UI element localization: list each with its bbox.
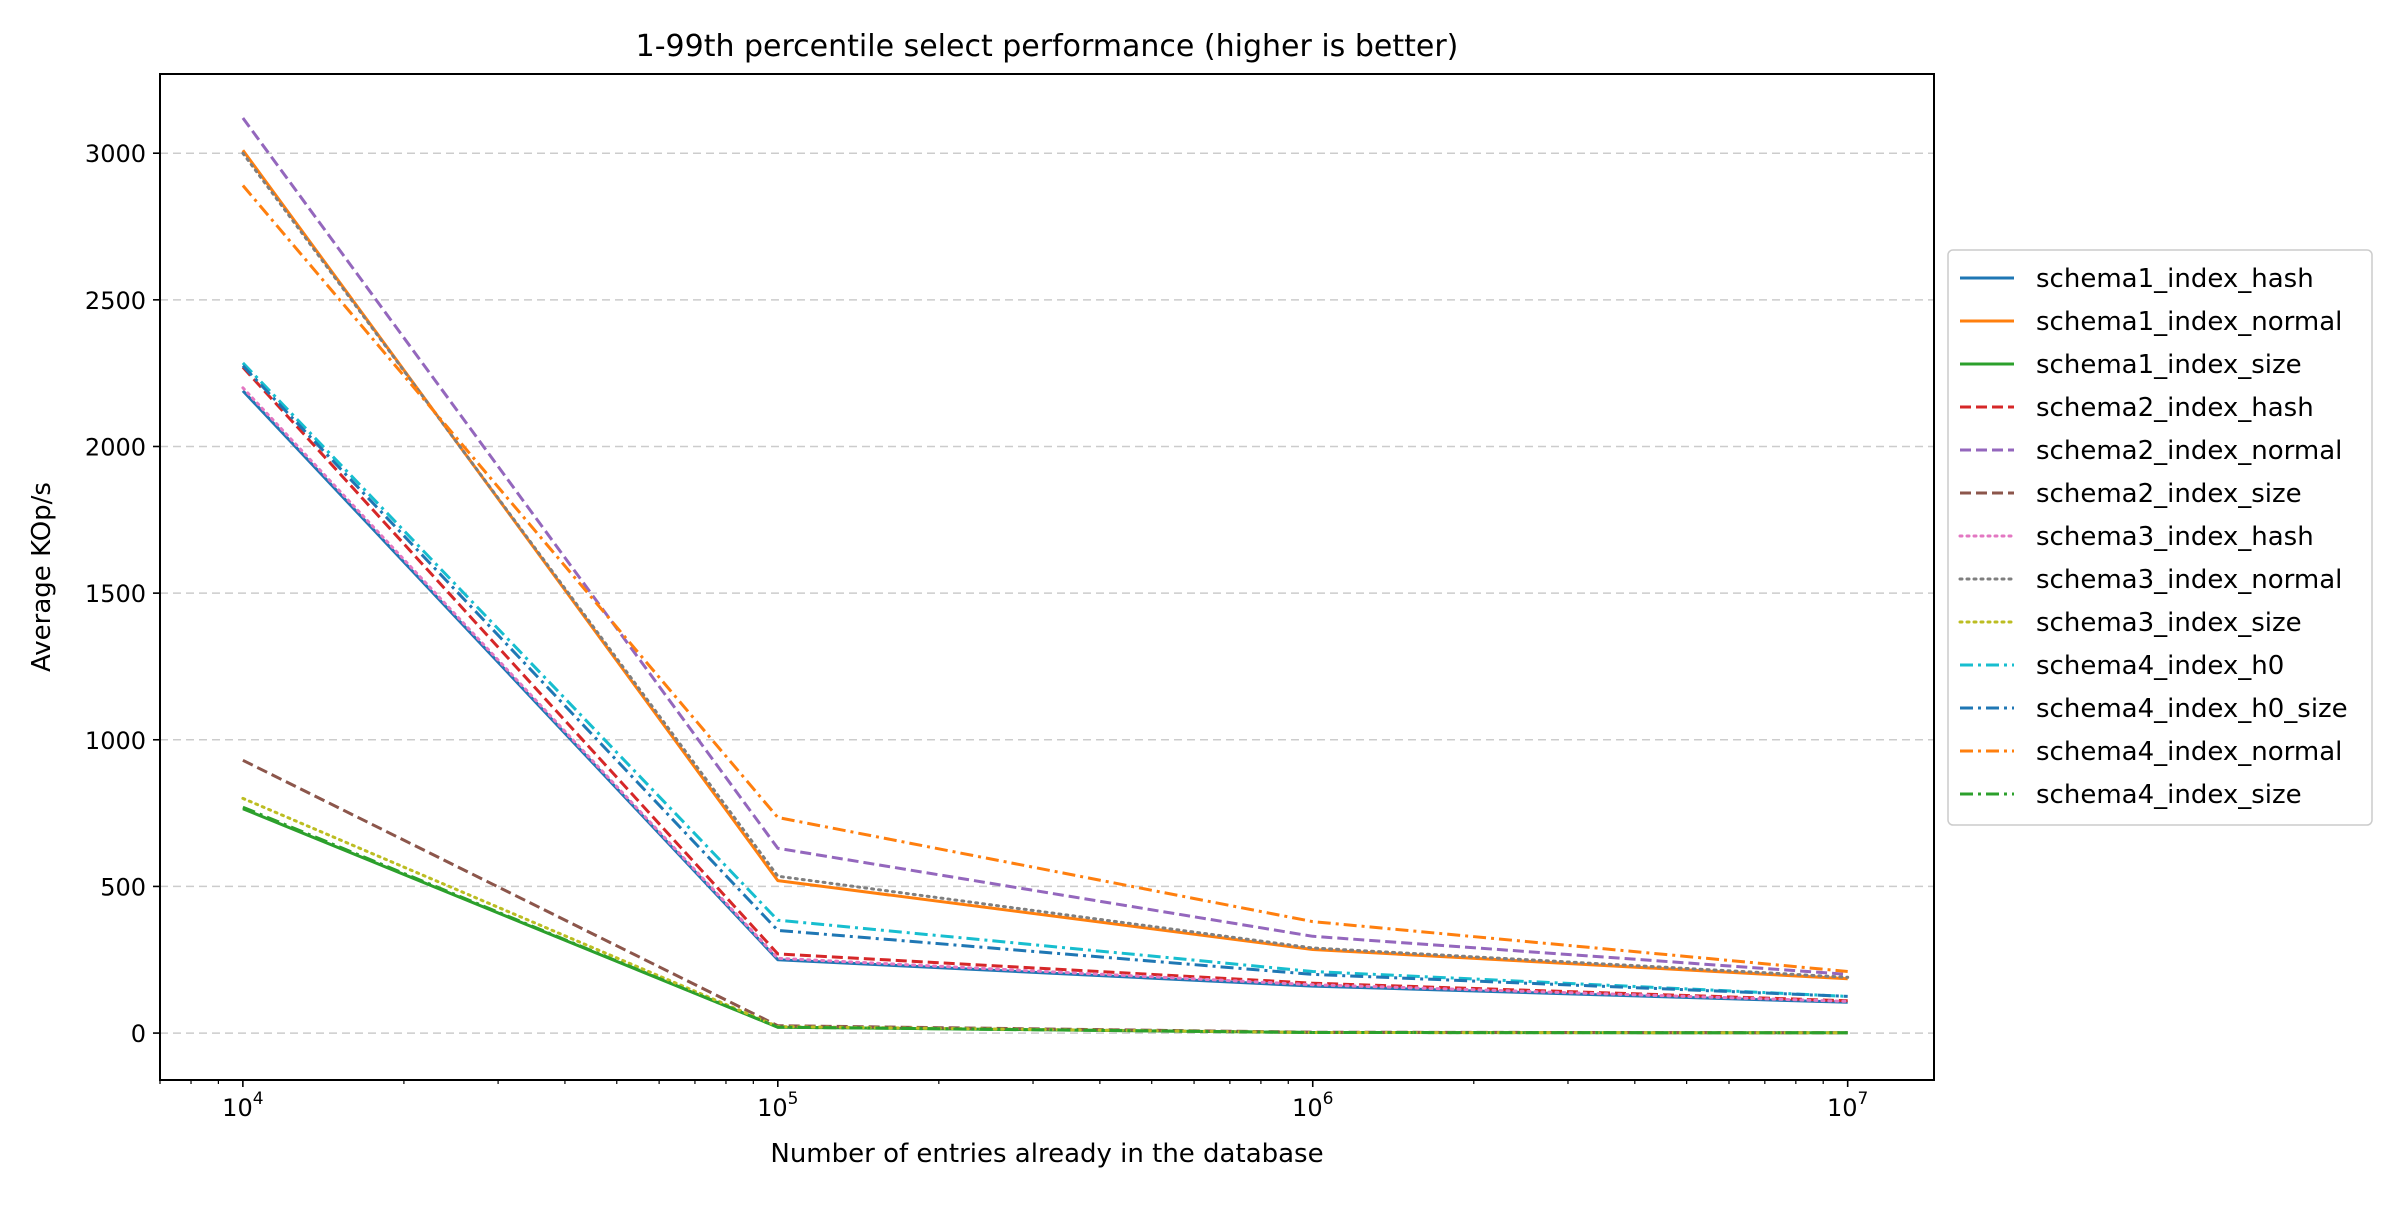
- x-tick-base: 10: [1827, 1094, 1858, 1122]
- chart-title: 1-99th percentile select performance (hi…: [636, 29, 1459, 64]
- legend-box: [1947, 249, 2373, 826]
- legend-label: schema4_index_h0_size: [2036, 694, 2348, 724]
- series-line-schema4-index-h0-size: [241, 364, 1848, 998]
- legend-label: schema4_index_normal: [2036, 737, 2342, 767]
- y-axis-label: Average KOp/s: [27, 482, 57, 672]
- y-tick-label: 0: [131, 1020, 146, 1048]
- legend-label: schema4_index_h0: [2036, 651, 2284, 681]
- x-tick-exponent: 5: [788, 1089, 799, 1109]
- x-tick-label: 105: [757, 1089, 798, 1122]
- x-tick-label: 106: [1292, 1089, 1333, 1122]
- legend-label: schema4_index_size: [2036, 780, 2302, 810]
- legend-label: schema3_index_size: [2036, 608, 2302, 638]
- x-tick-label: 104: [222, 1089, 263, 1122]
- series-line-schema3-index-size: [241, 796, 1850, 1035]
- y-tick-label: 2500: [85, 287, 146, 315]
- x-tick-base: 10: [222, 1094, 253, 1122]
- series-line-schema4-index-h0: [241, 361, 1848, 998]
- series-line-schema2-index-hash: [241, 366, 1848, 1003]
- x-tick-exponent: 6: [1323, 1089, 1334, 1109]
- y-tick-label: 2000: [85, 433, 146, 461]
- x-tick-exponent: 7: [1858, 1089, 1869, 1109]
- series-line-schema2-index-normal: [241, 117, 1848, 976]
- grid-layer: [160, 152, 1934, 1034]
- legend-label: schema1_index_hash: [2036, 264, 2314, 294]
- y-tick-label: 1000: [85, 727, 146, 755]
- y-tick-label: 3000: [85, 140, 146, 168]
- x-tick-base: 10: [1292, 1094, 1323, 1122]
- legend-label: schema1_index_normal: [2036, 307, 2342, 337]
- legend-label: schema2_index_hash: [2036, 393, 2314, 423]
- legend-label: schema3_index_normal: [2036, 565, 2342, 595]
- plot-frame: [159, 73, 1935, 1081]
- legend-label: schema2_index_size: [2036, 479, 2302, 509]
- legend-label: schema2_index_normal: [2036, 436, 2342, 466]
- series-line-schema4-index-normal: [241, 184, 1848, 973]
- series-line-schema3-index-normal: [241, 151, 1850, 979]
- series-line-schema3-index-hash: [241, 386, 1850, 1003]
- x-tick-base: 10: [757, 1094, 788, 1122]
- y-tick-label: 1500: [85, 580, 146, 608]
- series-layer: [241, 117, 1850, 1035]
- series-line-schema4-index-size: [242, 805, 1848, 1035]
- y-tick-label: 500: [100, 873, 146, 901]
- x-tick-label: 107: [1827, 1089, 1868, 1122]
- x-tick-exponent: 4: [253, 1089, 264, 1109]
- legend-label: schema1_index_size: [2036, 350, 2302, 380]
- x-axis-label: Number of entries already in the databas…: [770, 1139, 1323, 1169]
- legend: schema1_index_hash schema1_index_normalsc…: [1947, 249, 2373, 826]
- legend-label: schema3_index_hash: [2036, 522, 2314, 552]
